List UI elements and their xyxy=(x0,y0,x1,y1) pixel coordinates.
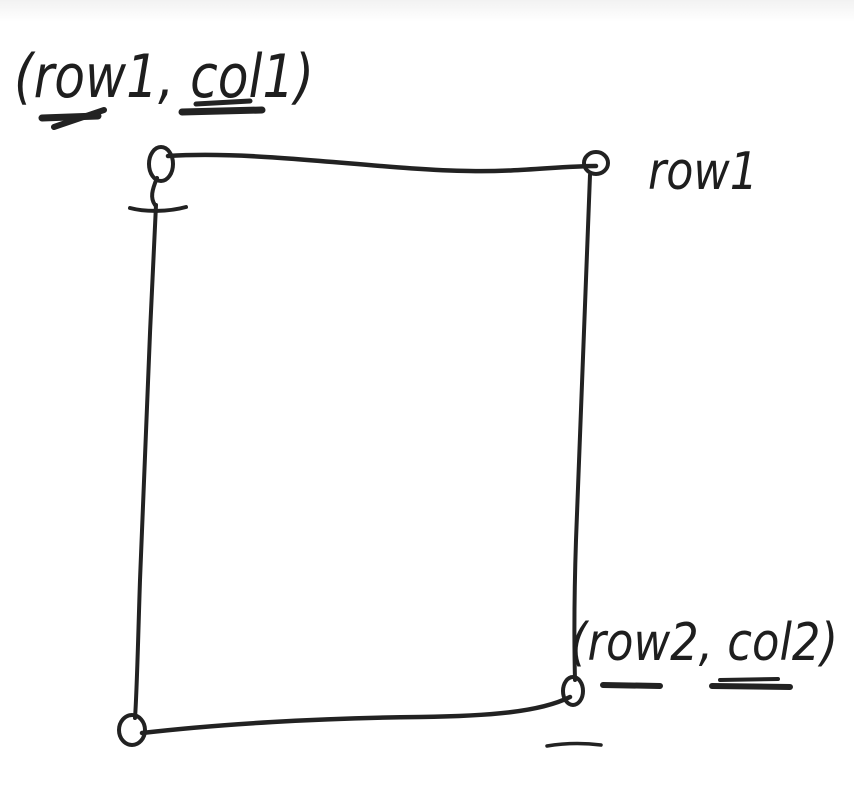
corner-bottom-right xyxy=(545,675,603,748)
edge-top xyxy=(165,152,599,174)
corner-top-left xyxy=(128,145,188,213)
edge-bottom xyxy=(139,694,573,736)
underline-marks-bottom xyxy=(600,677,793,690)
corner-bottom-left xyxy=(117,713,147,747)
label-top-right: row1 xyxy=(648,142,758,202)
edge-left xyxy=(133,203,158,720)
label-top-left: (row1, col1) xyxy=(14,42,314,112)
corner-top-right xyxy=(582,150,610,176)
label-bottom-right: (row2, col2) xyxy=(570,613,838,673)
edge-right xyxy=(572,173,592,682)
underline-marks-top xyxy=(38,98,266,130)
